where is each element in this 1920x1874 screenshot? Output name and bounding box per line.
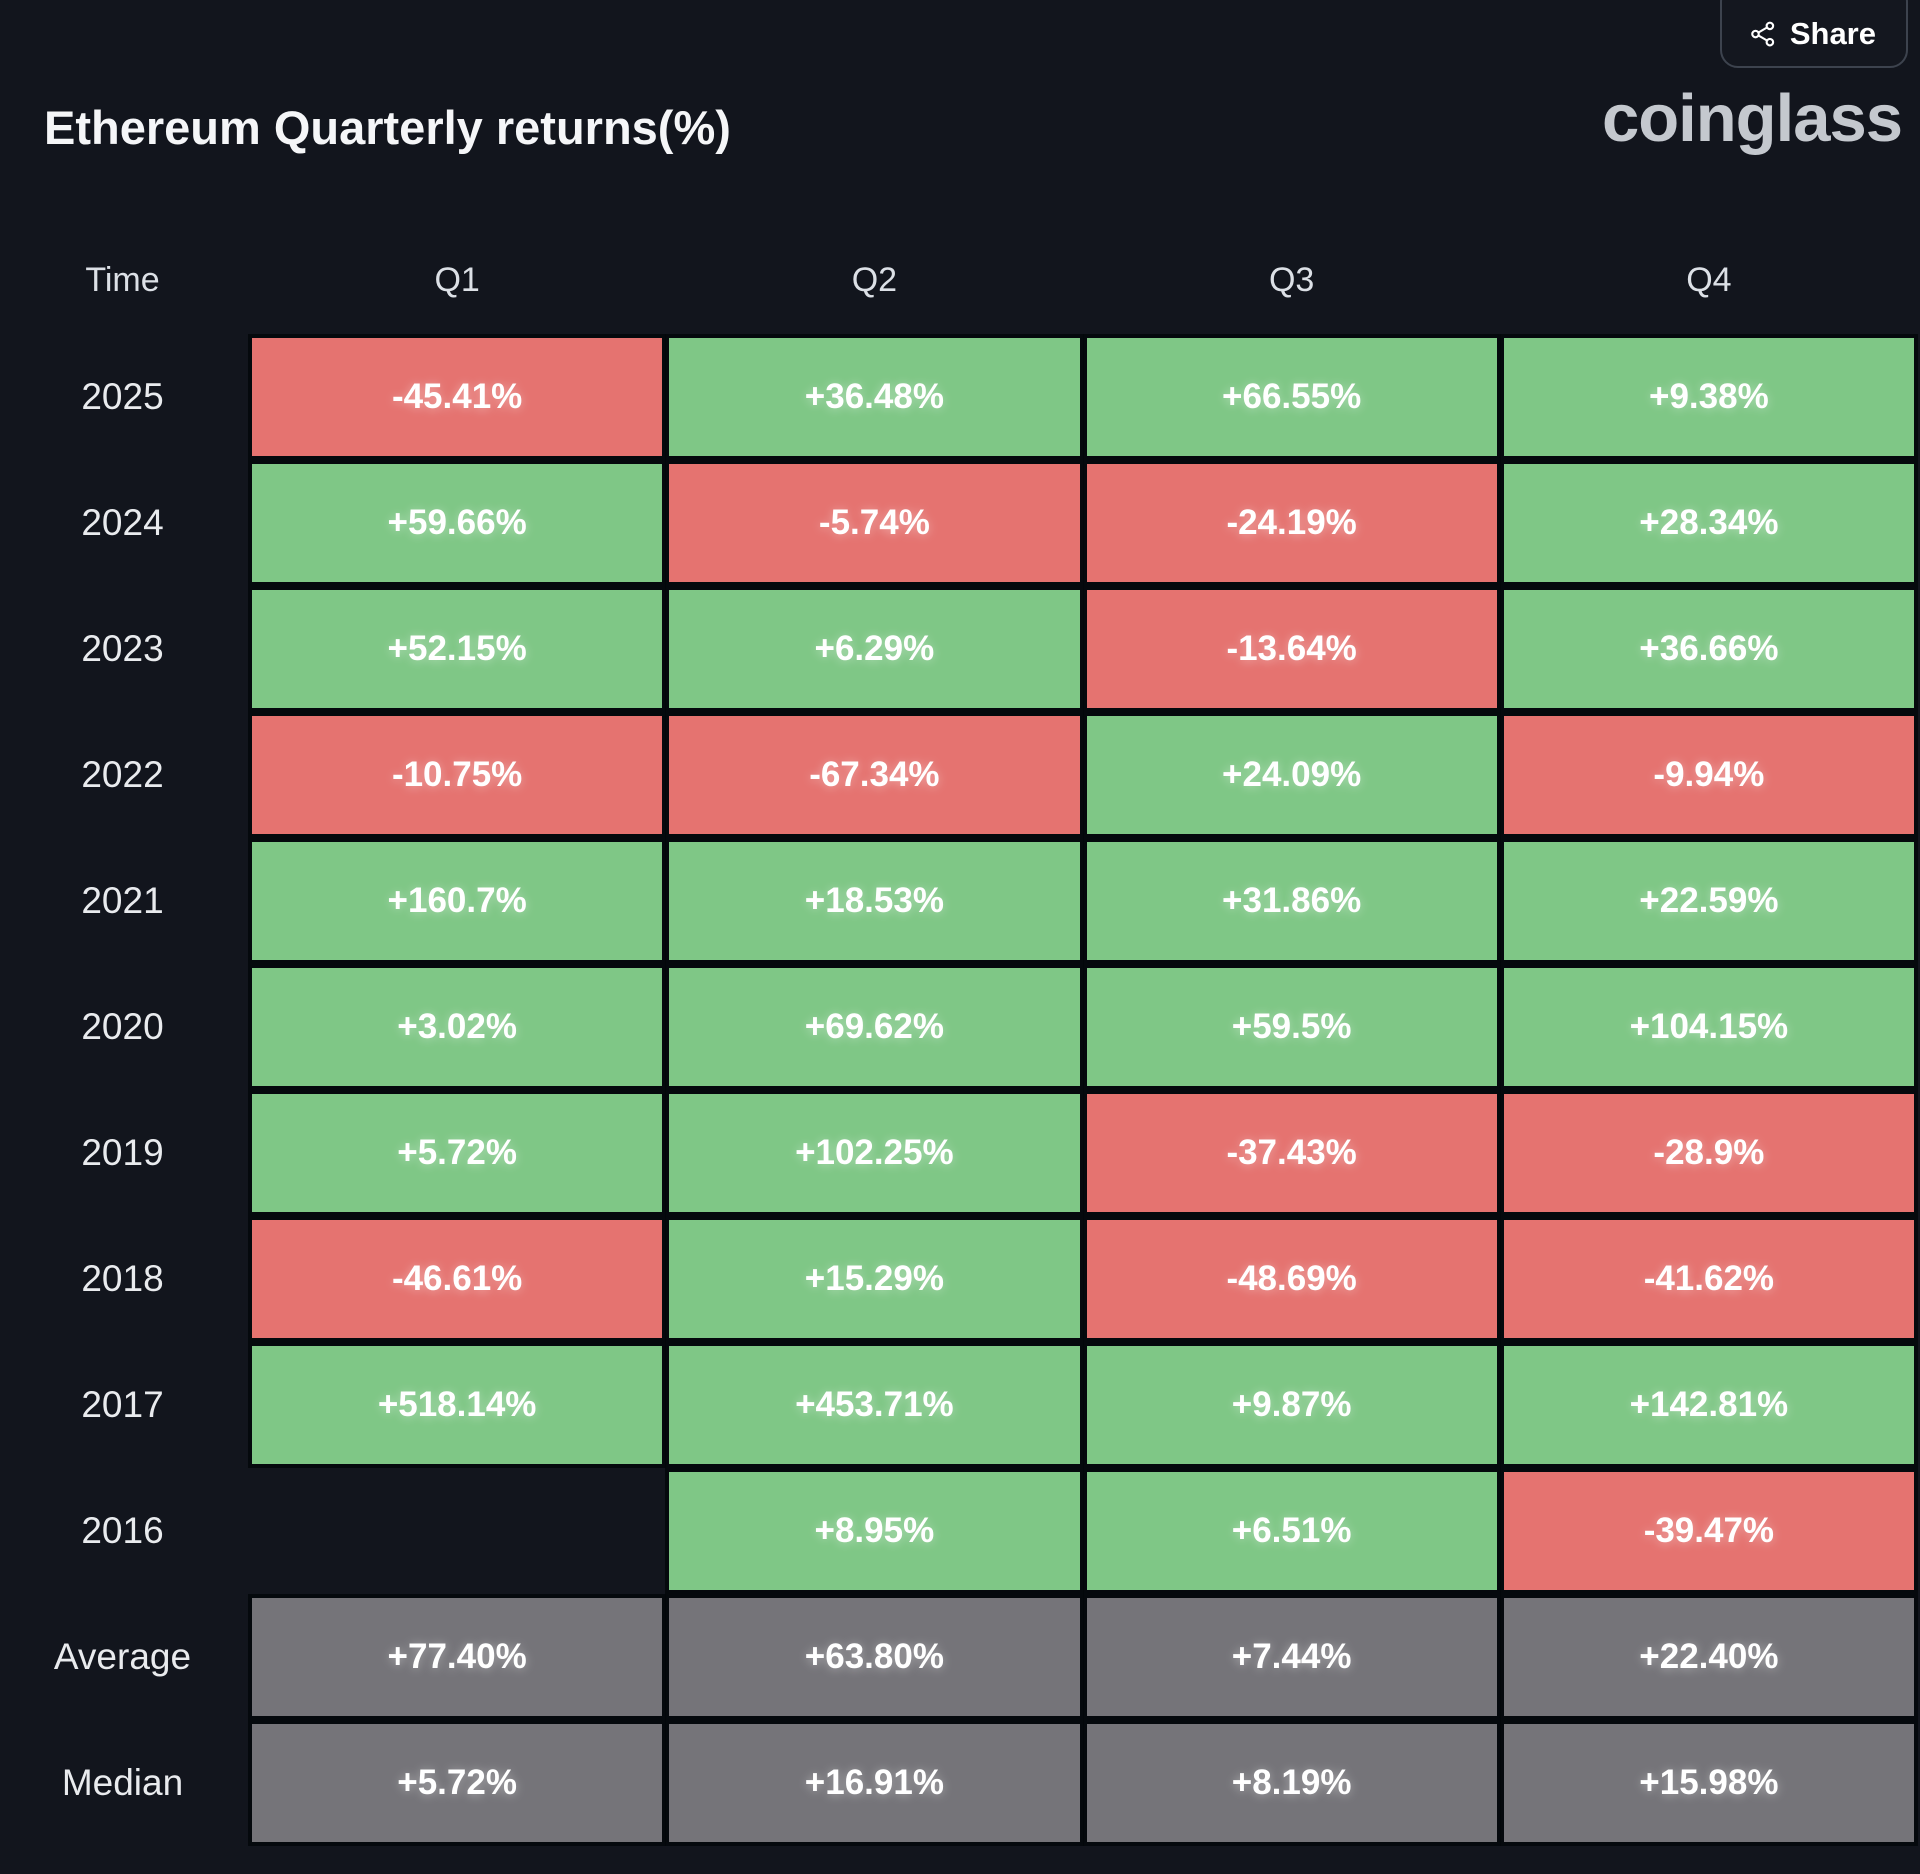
return-cell: -10.75% bbox=[252, 716, 663, 834]
return-cell: +69.62% bbox=[669, 968, 1080, 1086]
coinglass-logo: coinglass bbox=[1601, 81, 1903, 156]
row-label: 2023 bbox=[81, 628, 164, 669]
return-cell: -28.9% bbox=[1503, 1094, 1914, 1212]
share-button[interactable]: Share bbox=[1719, 0, 1908, 68]
return-cell: +5.72% bbox=[252, 1724, 663, 1842]
return-cell: +518.14% bbox=[252, 1346, 663, 1464]
return-cell: +104.15% bbox=[1503, 968, 1914, 1086]
row-label: 2018 bbox=[81, 1258, 164, 1299]
row-label: 2025 bbox=[81, 376, 164, 417]
return-cell: +15.29% bbox=[669, 1220, 1080, 1338]
page-title: Ethereum Quarterly returns(%) bbox=[44, 101, 731, 154]
row-label: Median bbox=[61, 1762, 184, 1803]
return-cell: +59.66% bbox=[252, 464, 663, 582]
return-cell: -48.69% bbox=[1086, 1220, 1497, 1338]
return-cell: -46.61% bbox=[252, 1220, 663, 1338]
return-cell: +22.59% bbox=[1503, 842, 1914, 960]
return-cell: +142.81% bbox=[1503, 1346, 1914, 1464]
return-cell: -5.74% bbox=[669, 464, 1080, 582]
quarter-column-header: Q4 bbox=[1686, 260, 1732, 299]
row-label: 2024 bbox=[81, 502, 164, 543]
return-cell: +102.25% bbox=[669, 1094, 1080, 1212]
return-cell: +18.53% bbox=[669, 842, 1080, 960]
return-cell: +24.09% bbox=[1086, 716, 1497, 834]
return-cell: +59.5% bbox=[1086, 968, 1497, 1086]
return-cell: -37.43% bbox=[1086, 1094, 1497, 1212]
row-label: Average bbox=[53, 1636, 192, 1677]
return-cell: -39.47% bbox=[1503, 1472, 1914, 1590]
share-label: Share bbox=[1789, 16, 1876, 51]
row-label: 2019 bbox=[81, 1132, 164, 1173]
return-cell: +52.15% bbox=[252, 590, 663, 708]
return-cell: +3.02% bbox=[252, 968, 663, 1086]
return-cell: +7.44% bbox=[1086, 1598, 1497, 1716]
return-cell: -13.64% bbox=[1086, 590, 1497, 708]
quarter-column-header: Q3 bbox=[1268, 260, 1315, 299]
row-label: 2020 bbox=[81, 1006, 164, 1047]
return-cell: +66.55% bbox=[1086, 338, 1497, 456]
returns-table: Time Q1 Q2 Q3 Q4 2025 -45.41% +36.48% +66.55% +9.… bbox=[0, 230, 1914, 1842]
return-cell: +9.87% bbox=[1086, 1346, 1497, 1464]
return-cell: +15.98% bbox=[1503, 1724, 1914, 1842]
return-cell: -45.41% bbox=[252, 338, 663, 456]
quarter-column-header: Q1 bbox=[434, 260, 480, 299]
return-cell: +6.29% bbox=[669, 590, 1080, 708]
row-label: 2017 bbox=[81, 1384, 164, 1425]
time-column-header: Time bbox=[85, 260, 160, 299]
return-cell: +77.40% bbox=[252, 1598, 663, 1716]
return-cell: +36.48% bbox=[669, 338, 1080, 456]
return-cell: +16.91% bbox=[669, 1724, 1080, 1842]
return-cell: +36.66% bbox=[1503, 590, 1914, 708]
return-cell: +160.7% bbox=[252, 842, 663, 960]
return-cell: +453.71% bbox=[669, 1346, 1080, 1464]
return-cell: +9.38% bbox=[1503, 338, 1914, 456]
return-cell: +31.86% bbox=[1086, 842, 1497, 960]
share-nodes-icon bbox=[1748, 19, 1778, 49]
return-cell: +28.34% bbox=[1503, 464, 1914, 582]
quarter-column-header: Q2 bbox=[851, 260, 898, 299]
return-cell: +8.19% bbox=[1086, 1724, 1497, 1842]
return-cell: +6.51% bbox=[1086, 1472, 1497, 1590]
return-cell: +8.95% bbox=[669, 1472, 1080, 1590]
return-cell: +5.72% bbox=[252, 1094, 663, 1212]
row-label: 2022 bbox=[81, 754, 164, 795]
return-cell: -41.62% bbox=[1503, 1220, 1914, 1338]
return-cell: +22.40% bbox=[1503, 1598, 1914, 1716]
return-cell: -24.19% bbox=[1086, 464, 1497, 582]
return-cell: +63.80% bbox=[669, 1598, 1080, 1716]
return-cell: -67.34% bbox=[669, 716, 1080, 834]
return-cell bbox=[252, 1472, 662, 1590]
row-label: 2016 bbox=[81, 1510, 164, 1551]
row-label: 2021 bbox=[81, 880, 164, 921]
return-cell: -9.94% bbox=[1503, 716, 1914, 834]
